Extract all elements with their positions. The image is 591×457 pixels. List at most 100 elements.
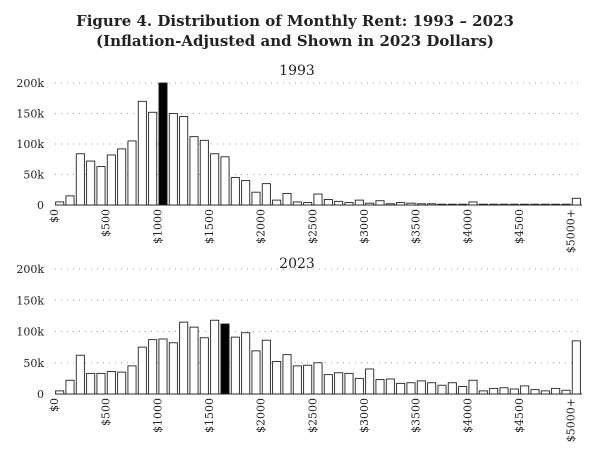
y-tick-label-1993-4: 200k <box>16 77 44 90</box>
bar-2023-32 <box>385 378 395 395</box>
bar-2023-26 <box>323 374 333 395</box>
bar-2023-46 <box>530 389 540 395</box>
bar-1993-3 <box>86 160 96 206</box>
y-tick-label-1993-2: 100k <box>16 138 44 151</box>
bar-2023-6 <box>117 371 127 395</box>
bar-1993-25 <box>313 193 323 206</box>
bar-2023-20 <box>261 339 271 395</box>
bar-1993-41 <box>478 203 488 206</box>
bar-1993-9 <box>148 111 158 206</box>
bar-2023-18 <box>241 332 251 395</box>
bar-1993-14 <box>199 139 209 206</box>
bar-2023-45 <box>520 385 530 395</box>
bar-2023-12 <box>179 321 189 395</box>
x-tick-label-2023-6: $3000 <box>358 398 371 433</box>
bar-1993-32 <box>385 203 395 206</box>
bar-2023-35 <box>416 380 426 395</box>
bar-1993-28 <box>344 202 354 206</box>
bar-2023-39 <box>458 386 468 395</box>
bar-2023-34 <box>406 382 416 395</box>
bar-1993-15 <box>210 153 220 206</box>
bar-1993-0 <box>55 201 65 206</box>
figure-subtitle: (Inflation-Adjusted and Shown in 2023 Do… <box>96 32 494 50</box>
chart-panel-2023: 2023 0 50k 100k 150k 200k $0 $500 $1000 $1500 $20… <box>16 256 582 442</box>
bar-1993-26 <box>323 199 333 206</box>
x-tick-label-2023-3: $1500 <box>203 398 216 433</box>
bar-2023-11 <box>168 342 178 395</box>
bar-1993-40 <box>468 201 478 206</box>
bar-2023-40 <box>468 379 478 395</box>
bar-2023-28 <box>344 372 354 395</box>
bar-1993-13 <box>189 136 199 206</box>
bar-2023-3 <box>86 372 96 395</box>
bar-1993-29 <box>354 199 364 206</box>
x-tick-label-2023-0: $0 <box>48 398 61 412</box>
bar-1993-47 <box>540 203 550 206</box>
bar-1993-33 <box>396 202 406 206</box>
bar-2023-31 <box>375 379 385 395</box>
x-tick-label-1993-6: $3000 <box>358 209 371 244</box>
x-tick-label-2023-9: $4500 <box>513 398 526 433</box>
bar-2023-36 <box>427 382 437 395</box>
bar-1993-36 <box>427 203 437 206</box>
bar-1993-22 <box>282 192 292 206</box>
bar-median-1993 <box>158 82 168 206</box>
x-tick-label-1993-7: $3500 <box>410 209 423 244</box>
bar-1993-11 <box>168 113 178 206</box>
bar-1993-27 <box>334 200 344 206</box>
bar-1993-6 <box>117 148 127 206</box>
y-tick-label-1993-0: 0 <box>37 199 44 212</box>
bar-1993-39 <box>458 203 468 206</box>
bar-2023-0 <box>55 390 65 395</box>
bar-2023-42 <box>489 387 499 395</box>
bar-2023-27 <box>334 372 344 395</box>
bar-2023-44 <box>509 388 519 395</box>
y-tick-label-2023-4: 200k <box>16 263 44 276</box>
bar-median-2023 <box>220 323 230 395</box>
bar-2023-21 <box>272 361 282 395</box>
bar-2023-1 <box>65 379 75 395</box>
x-tick-label-1993-3: $1500 <box>203 209 216 244</box>
x-tick-label-2023-7: $3500 <box>410 398 423 433</box>
bar-1993-5 <box>106 154 116 206</box>
bar-2023-15 <box>210 319 220 395</box>
bar-2023-23 <box>292 365 302 395</box>
bar-2023-13 <box>189 326 199 395</box>
x-tick-label-2023-2: $1000 <box>151 398 164 433</box>
bar-2023-9 <box>148 339 158 395</box>
bar-2023-47 <box>540 390 550 395</box>
bar-1993-49 <box>561 203 571 206</box>
bar-1993-17 <box>230 177 240 206</box>
figure-title: Figure 4. Distribution of Monthly Rent: … <box>76 12 514 30</box>
bar-1993-35 <box>416 203 426 206</box>
x-tick-label-2023-10: $5000+ <box>565 398 578 442</box>
panel-title-1993: 1993 <box>279 63 315 79</box>
bar-1993-21 <box>272 199 282 206</box>
bar-1993-23 <box>292 201 302 206</box>
x-tick-label-1993-1: $500 <box>100 209 113 237</box>
bar-2023-41 <box>478 390 488 395</box>
bar-1993-38 <box>447 203 457 206</box>
bar-1993-19 <box>251 191 261 206</box>
bar-1993-45 <box>520 203 530 206</box>
bar-2023-7 <box>127 365 137 395</box>
x-tick-label-2023-8: $4000 <box>461 398 474 433</box>
bar-1993-18 <box>241 180 251 206</box>
bar-1993-30 <box>365 202 375 206</box>
bar-1993-43 <box>499 203 509 206</box>
bar-2023-50 <box>571 340 581 395</box>
y-tick-label-2023-3: 150k <box>16 294 44 307</box>
bar-1993-34 <box>406 202 416 206</box>
bar-1993-46 <box>530 203 540 206</box>
bar-1993-12 <box>179 116 189 206</box>
y-tick-label-2023-0: 0 <box>37 388 44 401</box>
bar-1993-42 <box>489 203 499 206</box>
bar-2023-30 <box>365 368 375 395</box>
bar-1993-8 <box>137 100 147 206</box>
bar-1993-37 <box>437 203 447 206</box>
x-tick-label-1993-0: $0 <box>48 209 61 223</box>
x-tick-label-1993-10: $5000+ <box>565 209 578 253</box>
bar-1993-7 <box>127 140 137 206</box>
bar-1993-1 <box>65 195 75 206</box>
